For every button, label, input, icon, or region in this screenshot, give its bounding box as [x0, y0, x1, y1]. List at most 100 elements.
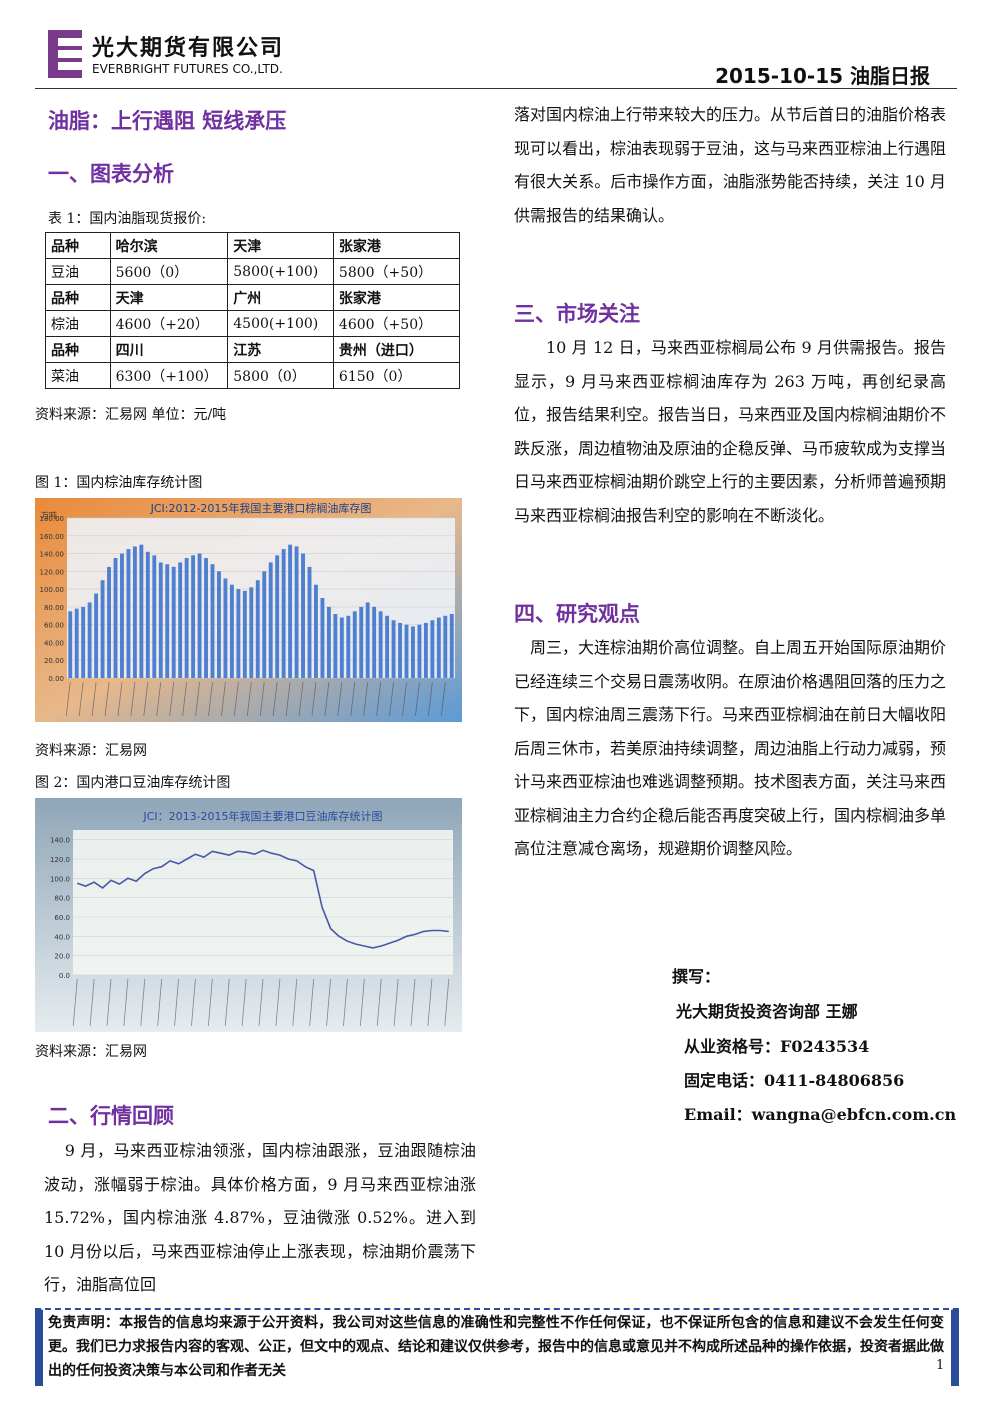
table-cell: 天津 [109, 284, 229, 311]
y-tick-label: 40.00 [44, 639, 64, 647]
bar [158, 562, 163, 678]
bar [165, 564, 170, 678]
bar [81, 606, 86, 678]
bar [352, 611, 357, 678]
x-tick-decoration [65, 681, 71, 717]
x-tick-decoration [410, 978, 416, 1027]
x-tick-decoration [143, 681, 149, 717]
bar [191, 555, 196, 678]
y-tick-label: 0.0 [59, 972, 70, 980]
y-tick-label: 80.0 [54, 895, 70, 903]
x-tick-decoration [72, 978, 78, 1027]
y-tick-label: 120.00 [40, 568, 65, 576]
paragraph: 10 月 12 日，马来西亚棕榈局公布 9 月供需报告。报告显示，9 月马来西亚… [514, 338, 947, 525]
y-tick-label: 80.00 [44, 604, 64, 612]
x-tick-decoration [337, 681, 343, 717]
x-tick-decoration [104, 681, 110, 717]
table-row: 品种 哈尔滨 天津 张家港 [45, 232, 461, 259]
bar [68, 611, 73, 678]
table-cell: 品种 [45, 232, 111, 259]
bar [314, 584, 318, 678]
x-tick-decoration [106, 978, 112, 1027]
bar [145, 551, 150, 678]
heading: 二、行情回顾 [48, 1103, 174, 1128]
x-tick-decoration [169, 681, 175, 717]
bar [184, 558, 189, 678]
table-row: 豆油 5600（0） 5800(+100) 5800（+50） [45, 258, 461, 285]
x-tick-decoration [195, 681, 200, 717]
header-rule [35, 88, 957, 89]
table-cell: 4500(+100) [227, 310, 334, 337]
x-tick-decoration [363, 681, 369, 717]
page-number: 1 [936, 1358, 945, 1373]
x-tick-decoration [285, 681, 291, 717]
x-tick-decoration [78, 681, 84, 717]
bar [423, 622, 428, 678]
figure-caption: 图 1：国内棕油库存统计图 [35, 475, 203, 491]
figure-caption: 图 2：国内港口豆油库存统计图 [35, 775, 231, 791]
table-row: 菜油 6300（+100） 5800（0） 6150（0） [45, 362, 461, 389]
bar [385, 615, 390, 678]
x-tick-decoration [415, 681, 420, 717]
bar [307, 566, 312, 678]
bar [417, 624, 422, 678]
x-tick-decoration [326, 978, 331, 1027]
y-tick-label: 60.00 [44, 622, 64, 630]
figure-source: 资料来源：汇易网 [35, 1044, 147, 1060]
table-cell: 棕油 [45, 310, 111, 337]
bar [275, 555, 280, 678]
bar [359, 606, 364, 678]
x-tick-decoration [309, 978, 315, 1027]
company-cn: 光大期货有限公司 [92, 35, 285, 61]
y-tick-label: 180.00 [40, 515, 65, 523]
bar [113, 558, 118, 678]
disclaimer-box [35, 1308, 959, 1386]
table-cell: 5800(+100) [227, 258, 334, 285]
bar [120, 553, 124, 678]
bar [268, 562, 273, 678]
x-tick-decoration [272, 681, 278, 717]
bar [126, 549, 131, 678]
bar [320, 598, 325, 678]
heading: 三、市场关注 [514, 301, 640, 326]
figure-source: 资料来源：汇易网 [35, 743, 147, 759]
bar [236, 589, 241, 678]
y-tick-label: 140.00 [40, 551, 65, 559]
x-tick-decoration [440, 681, 446, 717]
y-tick-label: 100.00 [40, 586, 65, 594]
table-row: 品种 四川 江苏 贵州（进口） [45, 336, 461, 363]
y-tick-label: 100.0 [50, 875, 70, 883]
bar [255, 580, 260, 678]
x-tick-decoration [241, 978, 247, 1027]
bar [294, 546, 299, 678]
table-cell: 江苏 [227, 336, 334, 363]
table-cell: 5800（+50） [332, 258, 461, 285]
heading: 一、图表分析 [48, 161, 174, 186]
bar [178, 562, 183, 678]
x-tick-decoration [174, 978, 179, 1027]
title: 油脂：上行遇阻 短线承压 [48, 108, 287, 133]
bar [197, 553, 202, 678]
bar [171, 566, 176, 678]
bar [398, 622, 402, 678]
x-tick-decoration [117, 681, 123, 717]
author-name: 光大期货投资咨询部 王娜 [676, 1002, 858, 1021]
bar [139, 544, 144, 678]
table-cell: 5800（0） [227, 362, 334, 389]
author-license: 从业资格号：F0243534 [684, 1037, 870, 1056]
x-tick-decoration [91, 681, 97, 717]
price-table: 品种 哈尔滨 天津 张家港 豆油 5600（0） 5800(+100) 5800（+50） 品种… [45, 232, 461, 389]
x-tick-decoration [140, 978, 146, 1027]
x-tick-decoration [221, 681, 226, 717]
bar [249, 587, 254, 678]
table-cell: 5600（0） [109, 258, 229, 285]
table-cell: 豆油 [45, 258, 111, 285]
x-tick-decoration [123, 978, 129, 1027]
bar [411, 626, 415, 678]
line [76, 849, 449, 949]
table-cell: 6300（+100） [109, 362, 229, 389]
table-cell: 天津 [227, 232, 334, 259]
y-tick-label: 160.00 [40, 533, 65, 541]
table-row: 棕油 4600（+20） 4500(+100) 4600（+50） [45, 310, 461, 337]
